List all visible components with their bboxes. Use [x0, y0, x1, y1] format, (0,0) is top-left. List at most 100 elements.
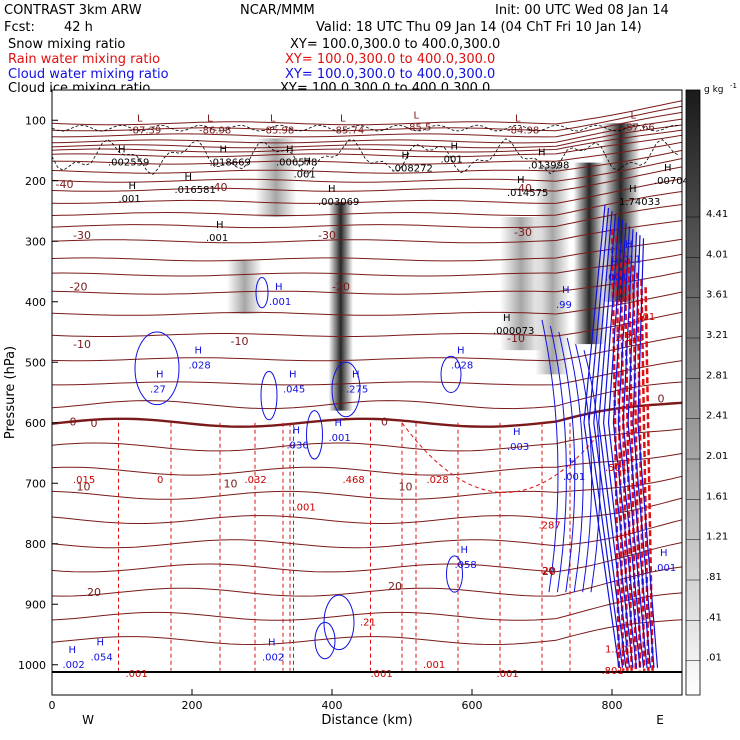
isotherm-label: -40 — [210, 181, 228, 194]
isotherm-line — [51, 381, 683, 410]
cloud-water-contour — [549, 325, 567, 593]
colorbar-label: 3.21 — [706, 330, 728, 341]
cloud-water-max-marker: H — [97, 637, 105, 648]
rain-water-max-label: .032 — [245, 475, 267, 486]
x-west-label: W — [82, 713, 94, 727]
isotherm-line — [51, 166, 683, 192]
cloud-water-max-label: .045 — [283, 384, 305, 395]
rain-water-max-label: .028 — [427, 475, 449, 486]
cloud-water-max-label: .028 — [451, 360, 473, 371]
colorbar: .01 .41 .81 1.21 1.61 2.01 2.41 2.81 3.21 3.61 4.0… — [685, 82, 737, 696]
cloud-water-max-marker: H — [660, 548, 668, 559]
rain-water-max-label: .001 — [294, 502, 316, 513]
ice-max-label: .001 — [441, 155, 463, 166]
rain-water-max-label: .21 — [360, 617, 376, 628]
cloud-water-max-marker: H — [268, 637, 276, 648]
ice-max-marker: H — [664, 163, 672, 174]
cloud-water-max-label: .001 — [605, 273, 627, 284]
rain-contour-heavy — [635, 272, 646, 671]
isotherm-label: 0 — [381, 416, 388, 429]
rain-water-contours — [118, 229, 654, 671]
valid-time: Valid: 18 UTC Thu 09 Jan 14 (04 ChT Fri … — [316, 20, 642, 35]
low-center-label: -85.74 — [332, 125, 364, 136]
cloud-water-max-marker: H — [335, 418, 343, 429]
x-tick-label: 600 — [462, 699, 483, 712]
init-time: Init: 00 UTC Wed 08 Jan 14 — [495, 3, 669, 18]
isotherm-label: 20 — [87, 586, 101, 599]
cloud-water-max-label: .002 — [63, 660, 85, 671]
x-tick-label: 400 — [322, 699, 343, 712]
cloud-water-max-label: .275 — [346, 384, 368, 395]
cloud-water-contour-dense — [607, 220, 638, 668]
colorbar-label: 4.01 — [706, 249, 728, 260]
cloud-ice-contour — [51, 138, 680, 175]
isotherm-line — [51, 220, 683, 244]
ice-max-label: .008272 — [392, 164, 433, 175]
ice-max-marker: H — [629, 184, 637, 195]
ice-max-marker: H — [517, 175, 525, 186]
y-tick-label: 400 — [25, 296, 46, 309]
ice-max-marker: H — [328, 184, 336, 195]
cloud-water-contours — [134, 204, 659, 668]
isotherm-label: 0 — [91, 417, 98, 430]
cloud-water-max-marker: H — [562, 285, 570, 296]
y-tick-label: 200 — [25, 175, 46, 188]
rain-water-max-label: .001 — [497, 669, 519, 680]
cloud-water-max-marker: H — [625, 239, 633, 250]
cloud-water-contour — [260, 370, 278, 421]
cloud-water-max-marker: H — [457, 345, 465, 356]
isotherm-line — [51, 238, 683, 262]
isotherm-line — [51, 619, 683, 646]
cloud-water-contour — [566, 337, 584, 593]
cloud-water-max-marker: H — [156, 369, 164, 380]
rain-water-max-label: .001 — [371, 669, 393, 680]
ice-max-label: .006578 — [276, 158, 317, 169]
low-center-marker: L — [270, 113, 276, 124]
isotherm-line — [51, 149, 683, 174]
isotherm-label: -20 — [70, 281, 88, 294]
rain-water-max-label: .287 — [539, 521, 561, 532]
ice-max-marker: H — [402, 151, 410, 162]
isotherm-line — [51, 111, 683, 138]
cloud-water-contour-dense — [593, 210, 627, 668]
colorbar-label: .01 — [706, 653, 722, 664]
isotherm-label: -20 — [332, 281, 350, 294]
cloud-water-contour — [583, 350, 601, 593]
isotherm-line — [51, 271, 683, 295]
isotherm-line — [51, 335, 683, 362]
isotherm-label: -30 — [514, 226, 532, 239]
cloud-water-contour-dense — [602, 217, 634, 668]
cloud-water-contour — [541, 319, 559, 593]
low-center-label: -84.98 — [507, 125, 539, 136]
cloud-water-contour — [575, 343, 593, 593]
rain-water-max-label: .401 — [633, 312, 655, 323]
snow-streak — [535, 165, 570, 375]
rain-water-max-label: .501 — [605, 463, 627, 474]
ice-max-label: 1.74033 — [619, 197, 660, 208]
y-tick-label: 800 — [25, 538, 46, 551]
rain-contour-heavy — [623, 250, 633, 671]
isotherm-line — [51, 134, 683, 158]
ice-max-label: .018669 — [210, 158, 251, 169]
colorbar-label: 4.41 — [706, 209, 728, 220]
isotherm-label: 10 — [399, 480, 413, 493]
ice-max-marker: H — [286, 145, 294, 156]
colorbar-label: 2.41 — [706, 411, 728, 422]
cloud-water-max-label: .002 — [262, 652, 284, 663]
colorbar-label: 1.61 — [706, 491, 728, 502]
rain-water-max-label: 0 — [157, 475, 163, 486]
rain-contour-heavy — [619, 243, 629, 671]
ice-max-marker: H — [451, 142, 459, 153]
ice-max-label: .014575 — [507, 188, 548, 199]
low-center-marker: L — [207, 113, 213, 124]
cloud-water-max-marker: H — [293, 426, 301, 437]
ice-max-marker: H — [118, 145, 126, 156]
cloud-ice-contours — [51, 124, 680, 175]
x-tick-label: 800 — [602, 699, 623, 712]
rain-water-max-label: .001 — [126, 669, 148, 680]
cloud-water-max-marker: H — [611, 258, 619, 269]
ice-max-label: .013998 — [528, 161, 569, 172]
isotherm-line — [51, 191, 683, 216]
y-tick-label: 300 — [25, 235, 46, 248]
isotherm-label: 20 — [388, 580, 402, 593]
